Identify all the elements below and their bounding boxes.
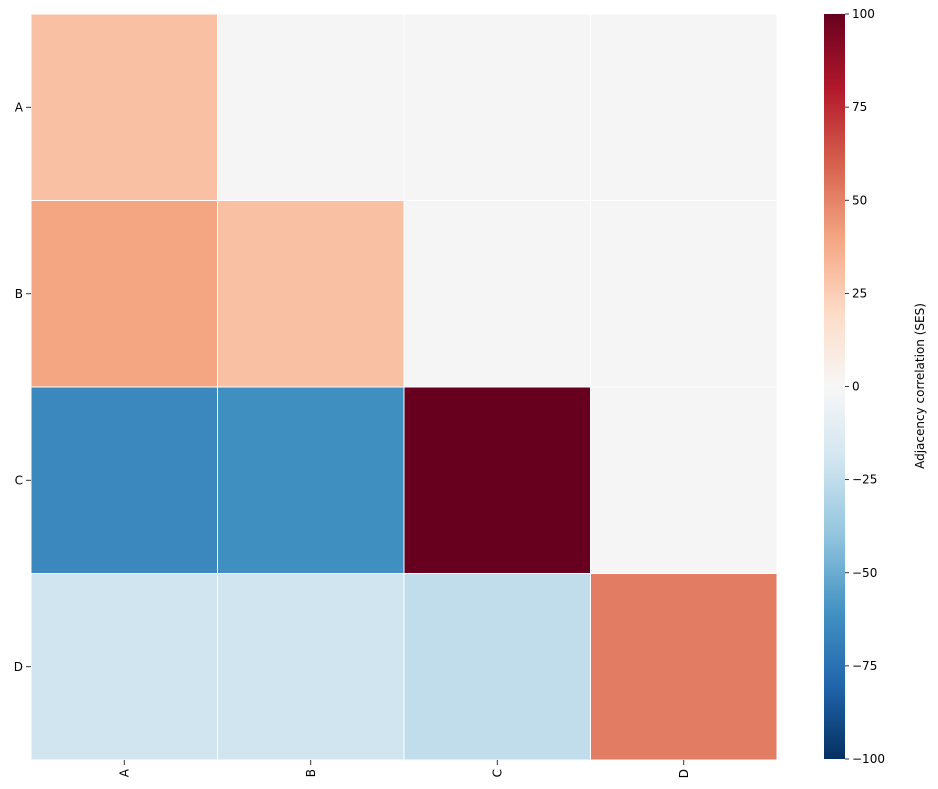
cell-C-C [403, 386, 591, 574]
colorbar-tick-label-100: 100 [852, 7, 875, 21]
colorbar-tick-label--100: −100 [852, 752, 885, 766]
col-label-C: C [490, 769, 504, 777]
cell-A-A [30, 13, 218, 201]
row-label-A: A [15, 100, 24, 114]
colorbar-tick-label--50: −50 [852, 566, 877, 580]
colorbar: −100 −75 −50 −25 0 25 50 75 100 Adjacency correl… [824, 7, 927, 766]
cell-C-D [590, 386, 778, 574]
colorbar-ticks: −100 −75 −50 −25 0 25 50 75 100 [845, 7, 885, 766]
col-label-A: A [117, 768, 131, 777]
colorbar-tick-label-75: 75 [852, 100, 867, 114]
cell-B-D [590, 200, 778, 388]
cell-A-D [590, 13, 778, 201]
row-tick-labels: A B C D [14, 100, 31, 674]
colorbar-label: Adjacency correlation (SES) [913, 303, 927, 469]
colorbar-tick-label--75: −75 [852, 659, 877, 673]
cell-C-B [217, 386, 405, 574]
col-label-B: B [304, 769, 318, 777]
cell-D-A [30, 573, 218, 761]
column-tick-labels: A B C D [117, 760, 691, 778]
col-label-D: D [677, 769, 691, 778]
cell-D-C [403, 573, 591, 761]
colorbar-tick-label-0: 0 [852, 380, 860, 394]
colorbar-tick-label-50: 50 [852, 193, 867, 207]
cell-B-B [217, 200, 405, 388]
cell-C-A [30, 386, 218, 574]
cell-A-B [217, 13, 405, 201]
colorbar-gradient [824, 14, 845, 759]
row-label-D: D [14, 660, 23, 674]
cell-B-A [30, 200, 218, 388]
colorbar-tick-label-25: 25 [852, 286, 867, 300]
cell-D-B [217, 573, 405, 761]
cell-D-D [590, 573, 778, 761]
cell-B-C [403, 200, 591, 388]
heatmap-cells [30, 13, 778, 761]
cell-A-C [403, 13, 591, 201]
row-label-C: C [15, 473, 23, 487]
colorbar-tick-label--25: −25 [852, 473, 877, 487]
row-label-B: B [15, 287, 23, 301]
